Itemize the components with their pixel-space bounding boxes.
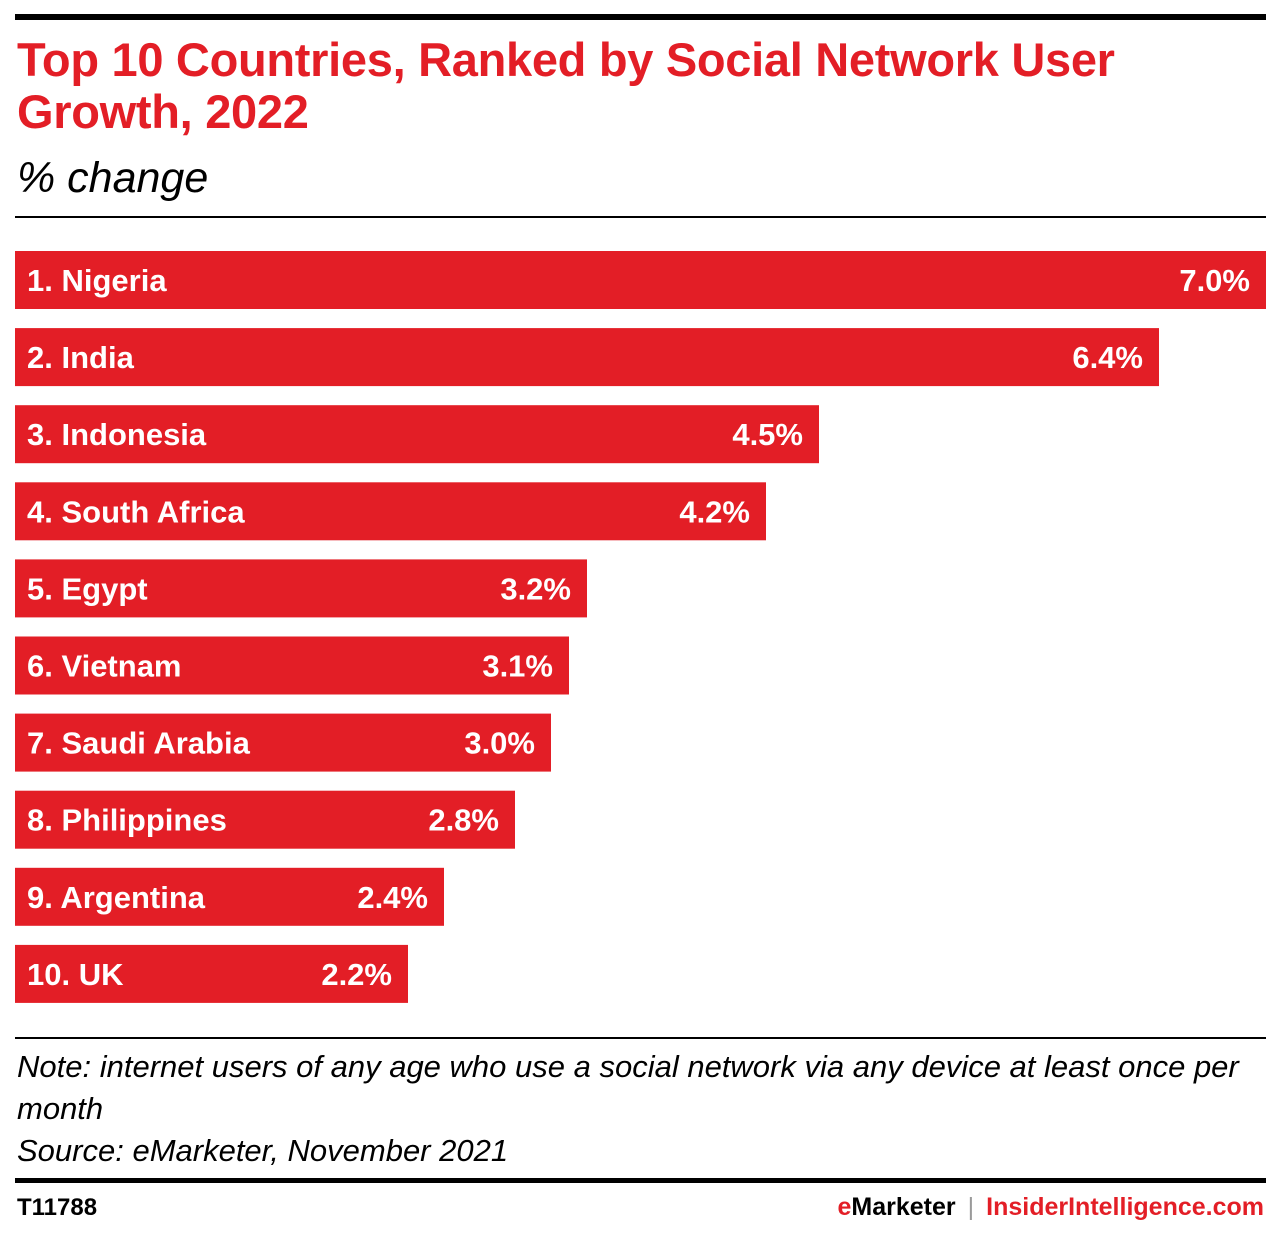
- category-label: 3. Indonesia: [27, 417, 207, 452]
- brand-separator: |: [967, 1193, 975, 1221]
- bar-group: 9. Argentina 2.4%: [15, 867, 444, 926]
- category-label: 4. South Africa: [27, 494, 245, 529]
- bar-group: 3. Indonesia 4.5%: [15, 405, 819, 464]
- value-label: 3.0%: [464, 726, 535, 761]
- bar-group: 2. India 6.4%: [15, 328, 1159, 387]
- bar-chart: 1. Nigeria 7.0% 2. India 6.4% 3. Indonesia 4.…: [15, 251, 1266, 1003]
- notes-block: Note: internet users of any age who use …: [17, 1046, 1267, 1172]
- bar: [15, 713, 551, 772]
- brand-insiderintelligence[interactable]: InsiderIntelligence.com: [986, 1193, 1264, 1221]
- value-label: 7.0%: [1179, 263, 1250, 298]
- bar: [15, 251, 1266, 309]
- category-label: 8. Philippines: [27, 803, 227, 838]
- value-label: 6.4%: [1072, 340, 1143, 375]
- bar-group: 1. Nigeria 7.0%: [15, 251, 1266, 309]
- brand-emarketer: eMarketer: [837, 1193, 956, 1221]
- category-label: 7. Saudi Arabia: [27, 726, 251, 761]
- value-label: 3.2%: [500, 571, 571, 606]
- notes-divider: [15, 1037, 1266, 1039]
- bar-group: 7. Saudi Arabia 3.0%: [15, 713, 551, 772]
- value-label: 2.8%: [428, 803, 499, 838]
- bar-group: 10. UK 2.2%: [15, 944, 408, 1003]
- value-label: 3.1%: [482, 649, 553, 684]
- bar: [15, 636, 569, 695]
- value-label: 4.2%: [679, 494, 750, 529]
- bar: [15, 328, 1159, 387]
- bar-group: 6. Vietnam 3.1%: [15, 636, 569, 695]
- chart-subtitle: % change: [17, 154, 209, 202]
- bar-group: 4. South Africa 4.2%: [15, 482, 766, 541]
- bar-group: 5. Egypt 3.2%: [15, 559, 587, 618]
- bottom-rule: [15, 1178, 1266, 1183]
- note-text: Note: internet users of any age who use …: [17, 1049, 1239, 1126]
- category-label: 2. India: [27, 340, 135, 375]
- bar: [15, 482, 766, 541]
- bar: [15, 867, 444, 926]
- bar: [15, 559, 587, 618]
- category-label: 10. UK: [27, 957, 124, 992]
- chart-id: T11788: [17, 1194, 98, 1221]
- header-divider: [15, 216, 1266, 218]
- bar: [15, 944, 408, 1003]
- category-label: 9. Argentina: [27, 880, 206, 915]
- category-label: 6. Vietnam: [27, 649, 182, 684]
- top-rule: [15, 14, 1266, 20]
- source-text: Source: eMarketer, November 2021: [17, 1133, 509, 1168]
- value-label: 2.4%: [357, 880, 428, 915]
- chart-title: Top 10 Countries, Ranked by Social Netwo…: [17, 33, 1115, 138]
- brand-line: eMarketer | InsiderIntelligence.com: [838, 1193, 1265, 1222]
- bar: [15, 405, 819, 464]
- bar-group: 8. Philippines 2.8%: [15, 790, 515, 849]
- brand-emarketer-rest: Marketer: [851, 1193, 956, 1221]
- category-label: 5. Egypt: [27, 571, 148, 606]
- value-label: 4.5%: [732, 417, 803, 452]
- category-label: 1. Nigeria: [27, 263, 167, 298]
- bar: [15, 790, 515, 849]
- value-label: 2.2%: [321, 957, 392, 992]
